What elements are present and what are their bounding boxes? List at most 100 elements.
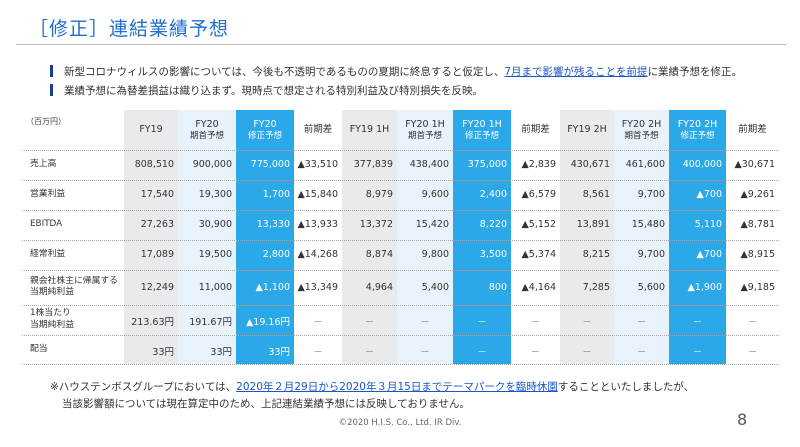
bullet-2: 業績予想に為替差損益は織り込まず。現時点で想定される特別利益及び特別損失を反映。 xyxy=(50,83,483,98)
table-cell: ▲1,100 xyxy=(255,281,290,293)
table-cell: 15,420 xyxy=(415,219,449,230)
table-cell: 19,300 xyxy=(198,189,232,200)
table-cell: － xyxy=(692,346,703,358)
table-cell: ▲8,781 xyxy=(740,219,775,230)
table-cell: 4,964 xyxy=(365,281,393,293)
column-background xyxy=(124,110,178,364)
column-background xyxy=(178,110,236,364)
footnote-1: ※ハウステンボスグループにおいては、2020年２月29日から2020年３月15日… xyxy=(50,379,694,394)
table-cell: 2,400 xyxy=(479,189,507,200)
unit-label: （百万円） xyxy=(26,117,66,126)
row-divider xyxy=(22,364,779,365)
column-background xyxy=(560,110,614,364)
row-label: 営業利益 xyxy=(30,189,66,199)
column-background xyxy=(342,110,397,364)
table-cell: 900,000 xyxy=(192,159,232,170)
table-cell: ▲1,900 xyxy=(687,281,722,293)
table-cell: 15,480 xyxy=(631,219,665,230)
row-label: 売上高 xyxy=(30,159,57,169)
column-header-line2: 修正予想 xyxy=(680,130,715,141)
table-cell: 27,263 xyxy=(140,219,174,230)
footnote-1-text: ※ハウステンボスグループにおいては、 xyxy=(50,381,237,393)
column-header-line1: FY19 2H xyxy=(567,124,607,136)
bullet-1-text: 新型コロナウィルスの影響については、今後も不透明であるものの夏期に終息すると仮定… xyxy=(64,66,505,78)
table-cell: ▲30,671 xyxy=(734,159,775,170)
row-label: EBITDA xyxy=(30,219,63,229)
footnote-2: 当該影響額については現在算定中のため、上記連結業績予想には反映しておりません。 xyxy=(62,398,471,410)
table-cell: 400,000 xyxy=(682,159,722,170)
table-cell: － xyxy=(530,346,541,358)
table-cell: 808,510 xyxy=(134,159,174,170)
column-header: FY19 2H xyxy=(560,112,614,148)
column-header-line1: FY20 xyxy=(195,118,219,130)
table-cell: 213.63円 xyxy=(131,317,174,328)
table-cell: 800 xyxy=(488,281,507,293)
copyright-footer: ©2020 H.I.S. Co., Ltd. IR Div. xyxy=(338,418,462,428)
column-header-line2: 期首予想 xyxy=(189,130,224,141)
bullet-1: 新型コロナウィルスの影響については、今後も不透明であるものの夏期に終息すると仮定… xyxy=(50,64,742,79)
table-cell: － xyxy=(313,346,323,358)
table-cell: － xyxy=(313,317,323,328)
table-cell: 3,500 xyxy=(479,249,507,260)
table-cell: 438,400 xyxy=(409,159,449,170)
row-divider xyxy=(22,335,779,336)
table-cell: － xyxy=(420,317,430,328)
table-cell: 377,839 xyxy=(353,159,393,170)
column-header-line1: FY20 xyxy=(253,118,277,130)
table-cell: 17,089 xyxy=(140,249,174,260)
table-cell: ▲15,840 xyxy=(297,189,338,200)
column-header: 前期差 xyxy=(294,112,342,148)
column-header-line1: FY20 1H xyxy=(405,118,445,130)
table-cell: 430,671 xyxy=(570,159,610,170)
table-cell: ▲5,152 xyxy=(521,219,556,230)
column-header-line1: FY20 2H xyxy=(677,118,718,130)
column-background xyxy=(453,110,511,364)
table-cell: － xyxy=(364,346,375,358)
table-cell: 9,600 xyxy=(421,189,449,200)
column-header: FY19 xyxy=(124,112,178,148)
table-cell: － xyxy=(582,346,592,358)
table-cell: － xyxy=(636,346,647,358)
title-divider xyxy=(16,44,786,45)
table-cell: ▲9,185 xyxy=(740,281,775,293)
row-divider xyxy=(22,210,779,211)
table-cell: 33円 xyxy=(152,346,174,358)
table-cell: 461,600 xyxy=(625,159,665,170)
table-cell: 33円 xyxy=(210,346,232,358)
table-cell: 12,249 xyxy=(140,281,174,293)
column-background xyxy=(397,110,453,364)
table-cell: ▲4,164 xyxy=(521,281,556,293)
row-label: 経常利益 xyxy=(30,249,66,259)
column-header-line1: 前期差 xyxy=(521,124,550,136)
table-cell: 33円 xyxy=(268,346,290,358)
table-cell: － xyxy=(420,346,430,358)
table-cell: 5,110 xyxy=(694,219,722,230)
table-cell: 30,900 xyxy=(198,219,232,230)
table-cell: 375,000 xyxy=(467,159,507,170)
table-cell: 9,700 xyxy=(637,189,665,200)
column-header: 前期差 xyxy=(726,112,779,148)
column-header-line2: 修正予想 xyxy=(247,130,282,141)
table-cell: 13,330 xyxy=(256,219,290,230)
table-cell: 8,220 xyxy=(479,219,507,230)
table-cell: ▲33,510 xyxy=(297,159,338,170)
table-cell: 8,561 xyxy=(582,189,610,200)
column-header: FY20 2H 修正予想 xyxy=(669,112,726,148)
footnote-1-link[interactable]: 2020年２月29日から2020年３月15日までテーマパークを臨時休園 xyxy=(236,381,558,393)
table-cell: 17,540 xyxy=(140,189,174,200)
table-cell: ▲19.16円 xyxy=(245,317,290,328)
column-header: FY19 1H xyxy=(342,112,397,148)
table-cell: － xyxy=(582,317,592,328)
table-cell: － xyxy=(747,346,758,358)
column-header-line1: FY19 xyxy=(139,124,163,136)
column-header-line1: 前期差 xyxy=(303,124,333,136)
column-header: FY20 修正予想 xyxy=(236,112,294,148)
column-header-line1: FY20 2H xyxy=(621,118,662,130)
table-cell: － xyxy=(747,317,758,328)
table-cell: 11,000 xyxy=(198,281,232,293)
column-header-line1: FY19 1H xyxy=(349,124,390,136)
bullet-1-link[interactable]: 7月まで影響が残ることを前提 xyxy=(504,66,648,78)
column-header-line1: FY20 1H xyxy=(462,118,502,130)
row-divider xyxy=(22,240,779,241)
table-cell: 2,800 xyxy=(262,249,290,260)
